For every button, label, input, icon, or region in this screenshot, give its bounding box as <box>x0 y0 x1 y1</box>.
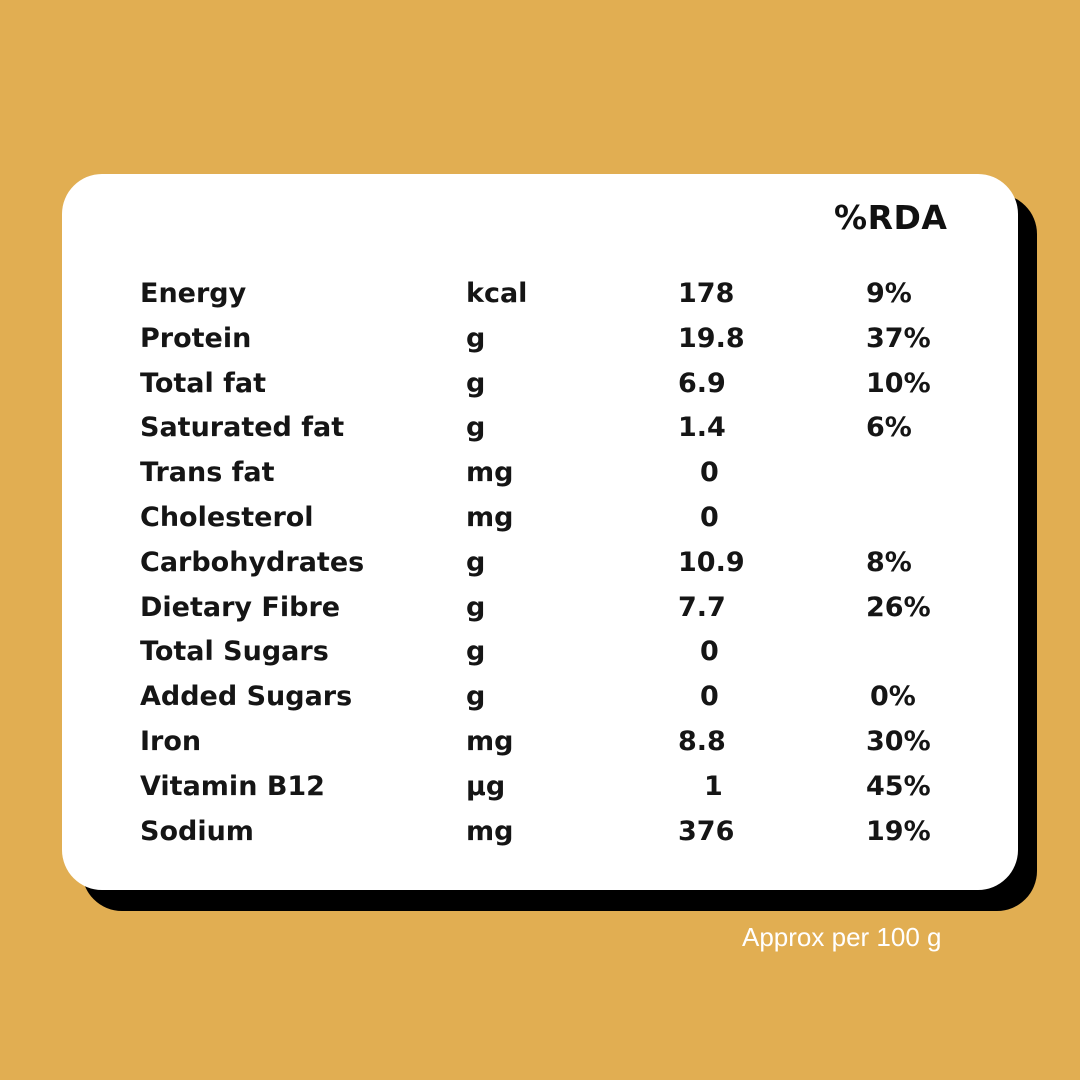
nutrient-unit: g <box>466 681 486 713</box>
nutrient-name: Vitamin B12 <box>140 770 325 802</box>
nutrient-name: Iron <box>140 725 202 757</box>
table-row: Saturated fat g 1.4 6% <box>0 406 1080 451</box>
table-row: Dietary Fibre g 7.7 26% <box>0 586 1080 631</box>
nutrient-unit: mg <box>466 457 514 489</box>
table-row: Iron mg 8.8 30% <box>0 720 1080 765</box>
nutrient-name: Carbohydrates <box>140 546 365 578</box>
nutrient-value: 376 <box>678 815 735 847</box>
table-row: Sodium mg 376 19% <box>0 810 1080 855</box>
nutrient-unit: g <box>466 367 486 399</box>
nutrient-rda: 26% <box>866 591 931 623</box>
nutrient-rda: 0% <box>870 681 916 713</box>
nutrient-name: Energy <box>140 278 247 309</box>
nutrient-rda: 45% <box>866 770 931 802</box>
nutrient-value: 7.7 <box>678 591 726 623</box>
nutrient-value: 0 <box>700 501 719 533</box>
nutrient-name: Total fat <box>140 367 267 399</box>
nutrient-name: Added Sugars <box>140 681 353 713</box>
nutrient-value: 1 <box>704 770 723 802</box>
nutrient-rda: 8% <box>866 546 912 578</box>
table-row: Energy kcal 178 9% <box>0 272 1080 317</box>
nutrient-rda: 19% <box>866 815 931 847</box>
nutrient-name: Dietary Fibre <box>140 591 341 623</box>
nutrient-rda: 6% <box>866 412 912 444</box>
nutrient-unit: g <box>466 546 486 578</box>
serving-basis-note: Approx per 100 g <box>742 922 942 952</box>
nutrient-value: 6.9 <box>678 367 726 399</box>
table-row: Vitamin B12 µg 1 45% <box>0 765 1080 810</box>
nutrient-rda: 30% <box>866 725 931 757</box>
nutrient-value: 10.9 <box>678 546 745 578</box>
nutrient-name: Sodium <box>140 815 254 847</box>
nutrient-unit: µg <box>466 770 506 802</box>
nutrient-value: 0 <box>700 636 719 668</box>
nutrient-unit: g <box>466 591 486 623</box>
table-row: Cholesterol mg 0 <box>0 496 1080 541</box>
nutrient-value: 19.8 <box>678 322 745 354</box>
nutrition-card <box>62 174 1018 890</box>
nutrient-unit: g <box>466 412 486 444</box>
nutrient-unit: mg <box>466 815 514 847</box>
nutrient-name: Total Sugars <box>140 636 329 668</box>
nutrient-name: Cholesterol <box>140 501 314 533</box>
nutrient-value: 8.8 <box>678 725 726 757</box>
nutrient-value: 1.4 <box>678 412 726 444</box>
nutrient-rda: 10% <box>866 367 931 399</box>
nutrient-value: 0 <box>700 457 719 489</box>
table-row: Protein g 19.8 37% <box>0 317 1080 362</box>
table-row: Total fat g 6.9 10% <box>0 362 1080 407</box>
nutrient-rda: 9% <box>866 278 912 309</box>
nutrient-name: Saturated fat <box>140 412 345 444</box>
rda-column-header: %RDA <box>834 198 948 237</box>
nutrient-unit: g <box>466 636 486 668</box>
table-row: Total Sugars g 0 <box>0 630 1080 675</box>
table-row: Added Sugars g 0 0% <box>0 675 1080 720</box>
nutrient-unit: mg <box>466 501 514 533</box>
nutrient-unit: mg <box>466 725 514 757</box>
nutrient-name: Trans fat <box>140 457 275 489</box>
nutrient-value: 0 <box>700 681 719 713</box>
nutrient-value: 178 <box>678 278 735 309</box>
nutrient-unit: kcal <box>466 278 528 309</box>
nutrient-unit: g <box>466 322 486 354</box>
table-row: Carbohydrates g 10.9 8% <box>0 541 1080 586</box>
table-row: Trans fat mg 0 <box>0 451 1080 496</box>
nutrient-rda: 37% <box>866 322 931 354</box>
nutrient-name: Protein <box>140 322 252 354</box>
nutrition-table: Energy kcal 178 9% Protein g 19.8 37% To… <box>0 272 1080 854</box>
